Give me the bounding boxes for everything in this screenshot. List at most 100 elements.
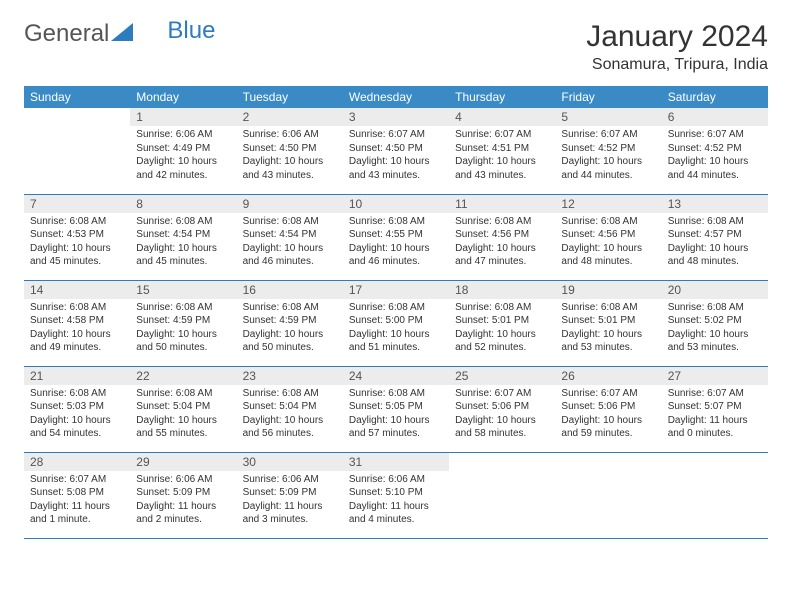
daylight-text: Daylight: 10 hours and 57 minutes. <box>349 414 443 441</box>
day-number: 29 <box>130 453 236 471</box>
sunset-text: Sunset: 5:02 PM <box>668 314 762 328</box>
calendar-day-cell: 3Sunrise: 6:07 AMSunset: 4:50 PMDaylight… <box>343 108 449 194</box>
day-content: Sunrise: 6:08 AMSunset: 4:57 PMDaylight:… <box>662 213 768 273</box>
calendar-day-cell: 17Sunrise: 6:08 AMSunset: 5:00 PMDayligh… <box>343 280 449 366</box>
sunrise-text: Sunrise: 6:08 AM <box>136 301 230 315</box>
daylight-text: Daylight: 10 hours and 55 minutes. <box>136 414 230 441</box>
daylight-text: Daylight: 10 hours and 49 minutes. <box>30 328 124 355</box>
sunrise-text: Sunrise: 6:08 AM <box>349 387 443 401</box>
day-number: 23 <box>237 367 343 385</box>
day-content: Sunrise: 6:08 AMSunset: 5:03 PMDaylight:… <box>24 385 130 445</box>
day-number: 2 <box>237 108 343 126</box>
weekday-header: Thursday <box>449 86 555 108</box>
sunset-text: Sunset: 5:01 PM <box>455 314 549 328</box>
day-number: 21 <box>24 367 130 385</box>
calendar-day-cell <box>555 452 661 538</box>
day-number: 8 <box>130 195 236 213</box>
calendar-day-cell: 19Sunrise: 6:08 AMSunset: 5:01 PMDayligh… <box>555 280 661 366</box>
sunset-text: Sunset: 4:56 PM <box>455 228 549 242</box>
sunrise-text: Sunrise: 6:07 AM <box>455 128 549 142</box>
sunrise-text: Sunrise: 6:07 AM <box>668 387 762 401</box>
logo: General Blue <box>24 20 215 48</box>
day-content: Sunrise: 6:08 AMSunset: 4:54 PMDaylight:… <box>130 213 236 273</box>
calendar-day-cell: 16Sunrise: 6:08 AMSunset: 4:59 PMDayligh… <box>237 280 343 366</box>
daylight-text: Daylight: 10 hours and 53 minutes. <box>561 328 655 355</box>
sunset-text: Sunset: 4:51 PM <box>455 142 549 156</box>
logo-triangle-icon <box>111 20 133 48</box>
daylight-text: Daylight: 10 hours and 42 minutes. <box>136 155 230 182</box>
calendar-day-cell: 7Sunrise: 6:08 AMSunset: 4:53 PMDaylight… <box>24 194 130 280</box>
day-number: 13 <box>662 195 768 213</box>
day-number: 4 <box>449 108 555 126</box>
daylight-text: Daylight: 10 hours and 50 minutes. <box>243 328 337 355</box>
daylight-text: Daylight: 10 hours and 44 minutes. <box>561 155 655 182</box>
sunrise-text: Sunrise: 6:08 AM <box>561 215 655 229</box>
sunrise-text: Sunrise: 6:08 AM <box>455 215 549 229</box>
calendar-day-cell: 13Sunrise: 6:08 AMSunset: 4:57 PMDayligh… <box>662 194 768 280</box>
sunrise-text: Sunrise: 6:06 AM <box>243 473 337 487</box>
daylight-text: Daylight: 10 hours and 46 minutes. <box>243 242 337 269</box>
day-content: Sunrise: 6:06 AMSunset: 5:10 PMDaylight:… <box>343 471 449 531</box>
day-number: 26 <box>555 367 661 385</box>
sunrise-text: Sunrise: 6:08 AM <box>243 215 337 229</box>
calendar-week-row: 28Sunrise: 6:07 AMSunset: 5:08 PMDayligh… <box>24 452 768 538</box>
sunrise-text: Sunrise: 6:07 AM <box>561 387 655 401</box>
daylight-text: Daylight: 10 hours and 48 minutes. <box>561 242 655 269</box>
day-number: 27 <box>662 367 768 385</box>
day-number: 12 <box>555 195 661 213</box>
day-number: 7 <box>24 195 130 213</box>
calendar-day-cell: 30Sunrise: 6:06 AMSunset: 5:09 PMDayligh… <box>237 452 343 538</box>
calendar-day-cell: 29Sunrise: 6:06 AMSunset: 5:09 PMDayligh… <box>130 452 236 538</box>
day-number: 1 <box>130 108 236 126</box>
daylight-text: Daylight: 10 hours and 52 minutes. <box>455 328 549 355</box>
weekday-header: Sunday <box>24 86 130 108</box>
daylight-text: Daylight: 10 hours and 45 minutes. <box>136 242 230 269</box>
day-number <box>449 453 555 457</box>
day-number: 16 <box>237 281 343 299</box>
sunrise-text: Sunrise: 6:07 AM <box>668 128 762 142</box>
day-number: 10 <box>343 195 449 213</box>
calendar-week-row: 7Sunrise: 6:08 AMSunset: 4:53 PMDaylight… <box>24 194 768 280</box>
day-number: 3 <box>343 108 449 126</box>
calendar-day-cell: 4Sunrise: 6:07 AMSunset: 4:51 PMDaylight… <box>449 108 555 194</box>
day-content: Sunrise: 6:07 AMSunset: 5:06 PMDaylight:… <box>555 385 661 445</box>
day-content: Sunrise: 6:08 AMSunset: 4:59 PMDaylight:… <box>130 299 236 359</box>
sunset-text: Sunset: 5:01 PM <box>561 314 655 328</box>
calendar-week-row: 1Sunrise: 6:06 AMSunset: 4:49 PMDaylight… <box>24 108 768 194</box>
sunrise-text: Sunrise: 6:08 AM <box>243 387 337 401</box>
daylight-text: Daylight: 10 hours and 48 minutes. <box>668 242 762 269</box>
day-content: Sunrise: 6:08 AMSunset: 4:58 PMDaylight:… <box>24 299 130 359</box>
day-content: Sunrise: 6:06 AMSunset: 4:49 PMDaylight:… <box>130 126 236 186</box>
sunset-text: Sunset: 4:59 PM <box>136 314 230 328</box>
calendar-week-row: 21Sunrise: 6:08 AMSunset: 5:03 PMDayligh… <box>24 366 768 452</box>
sunset-text: Sunset: 4:54 PM <box>243 228 337 242</box>
title-month: January 2024 <box>586 20 768 54</box>
daylight-text: Daylight: 10 hours and 54 minutes. <box>30 414 124 441</box>
calendar-day-cell: 6Sunrise: 6:07 AMSunset: 4:52 PMDaylight… <box>662 108 768 194</box>
weekday-header: Saturday <box>662 86 768 108</box>
calendar-day-cell <box>662 452 768 538</box>
sunset-text: Sunset: 4:54 PM <box>136 228 230 242</box>
calendar-day-cell: 18Sunrise: 6:08 AMSunset: 5:01 PMDayligh… <box>449 280 555 366</box>
sunrise-text: Sunrise: 6:06 AM <box>243 128 337 142</box>
day-number <box>555 453 661 457</box>
page-header: General Blue January 2024 Sonamura, Trip… <box>24 20 768 74</box>
calendar-day-cell: 15Sunrise: 6:08 AMSunset: 4:59 PMDayligh… <box>130 280 236 366</box>
daylight-text: Daylight: 10 hours and 58 minutes. <box>455 414 549 441</box>
day-content: Sunrise: 6:08 AMSunset: 5:04 PMDaylight:… <box>130 385 236 445</box>
sunset-text: Sunset: 5:07 PM <box>668 400 762 414</box>
weekday-header: Tuesday <box>237 86 343 108</box>
sunrise-text: Sunrise: 6:06 AM <box>136 128 230 142</box>
sunrise-text: Sunrise: 6:08 AM <box>243 301 337 315</box>
day-content: Sunrise: 6:07 AMSunset: 4:51 PMDaylight:… <box>449 126 555 186</box>
day-content: Sunrise: 6:07 AMSunset: 4:52 PMDaylight:… <box>555 126 661 186</box>
day-content: Sunrise: 6:08 AMSunset: 4:53 PMDaylight:… <box>24 213 130 273</box>
sunset-text: Sunset: 4:50 PM <box>349 142 443 156</box>
sunset-text: Sunset: 5:03 PM <box>30 400 124 414</box>
day-number: 22 <box>130 367 236 385</box>
day-number: 5 <box>555 108 661 126</box>
daylight-text: Daylight: 10 hours and 50 minutes. <box>136 328 230 355</box>
calendar-day-cell <box>24 108 130 194</box>
sunrise-text: Sunrise: 6:08 AM <box>349 301 443 315</box>
sunset-text: Sunset: 4:57 PM <box>668 228 762 242</box>
